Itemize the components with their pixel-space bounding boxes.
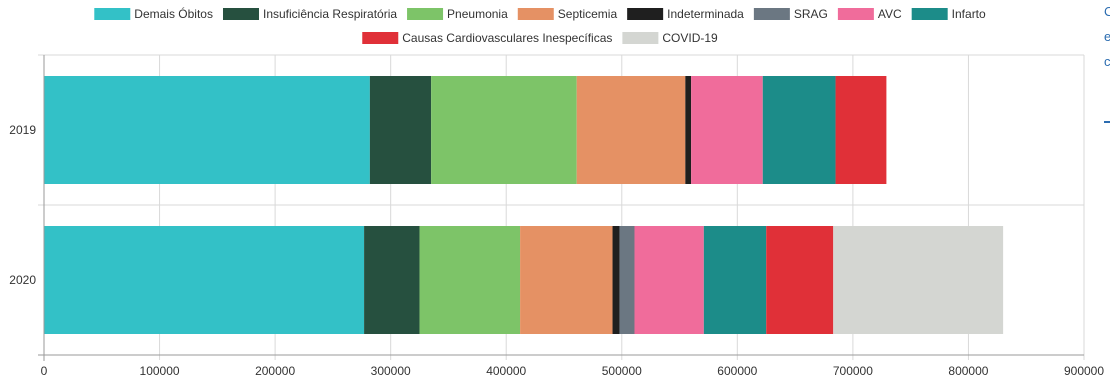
x-tick-label: 800000 [948, 364, 988, 378]
x-tick-label: 600000 [717, 364, 757, 378]
bar-segment [419, 226, 521, 334]
legend-label: Pneumonia [447, 7, 508, 21]
y-axis-ticks: 2019 2020 [9, 123, 36, 287]
side-text-line: c [1104, 54, 1110, 69]
x-tick-label: 300000 [371, 364, 411, 378]
bars [44, 76, 1004, 334]
bar-segment [703, 226, 767, 334]
x-tick-label: 100000 [140, 364, 180, 378]
bar-segment [833, 226, 1004, 334]
legend-swatch [622, 32, 659, 44]
legend-swatch [911, 8, 948, 20]
bar-segment [685, 76, 692, 184]
bar-segment [835, 76, 887, 184]
bar-segment [612, 226, 620, 334]
legend-label: Demais Óbitos [134, 6, 213, 21]
legend-label: Infarto [952, 7, 986, 21]
legend-swatch [753, 8, 790, 20]
bar-segment [762, 76, 836, 184]
legend-label: Indeterminada [667, 7, 744, 21]
axes [38, 55, 1084, 361]
side-text-line: C [1104, 4, 1110, 19]
legend: Demais Óbitos Insuficiência Respiratória P… [94, 6, 986, 45]
bar-segment [44, 76, 370, 184]
side-link-underline [1104, 121, 1110, 123]
y-tick-label: 2019 [9, 123, 36, 137]
x-tick-label: 900000 [1064, 364, 1104, 378]
legend-swatch [94, 8, 131, 20]
legend-label: AVC [878, 7, 902, 21]
x-tick-label: 200000 [255, 364, 295, 378]
bar-segment [431, 76, 577, 184]
legend-swatch [407, 8, 444, 20]
legend-label: Insuficiência Respiratória [263, 7, 397, 21]
bar-segment [369, 76, 432, 184]
bar-segment [364, 226, 420, 334]
x-tick-label: 500000 [602, 364, 642, 378]
legend-label: COVID-19 [662, 31, 718, 45]
bar-segment [619, 226, 635, 334]
bar-segment [691, 76, 763, 184]
legend-swatch [837, 8, 874, 20]
y-tick-label: 2020 [9, 273, 36, 287]
legend-swatch [517, 8, 554, 20]
x-tick-label: 0 [41, 364, 48, 378]
legend-swatch [627, 8, 664, 20]
legend-label: Causas Cardiovasculares Inespecíficas [402, 31, 612, 45]
legend-swatch [362, 32, 399, 44]
bar-segment [576, 76, 686, 184]
bar-segment [44, 226, 365, 334]
x-axis-ticks: 0 100000 200000 300000 400000 500000 600000 700… [41, 364, 1105, 378]
legend-label: SRAG [794, 7, 828, 21]
x-tick-label: 700000 [833, 364, 873, 378]
bar-segment [766, 226, 834, 334]
bar-segment [634, 226, 704, 334]
legend-label: Septicemia [558, 7, 618, 21]
x-tick-label: 400000 [486, 364, 526, 378]
legend-swatch [222, 8, 259, 20]
side-text-line: e [1104, 29, 1110, 44]
bar-segment [520, 226, 613, 334]
